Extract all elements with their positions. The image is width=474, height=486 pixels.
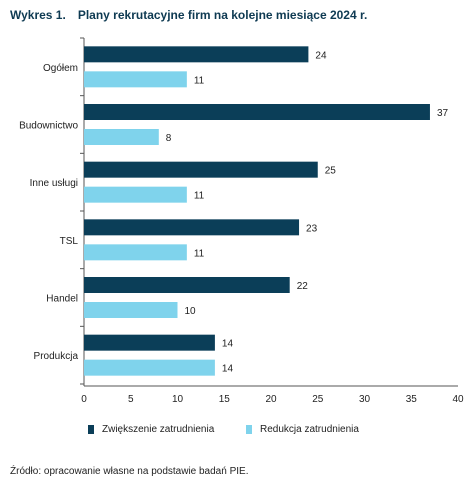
- chart-title: Plany rekrutacyjne firm na kolejne miesi…: [77, 8, 368, 22]
- x-tick-label: 30: [359, 394, 371, 405]
- source-note: Źródło: opracowanie własne na podstawie …: [10, 466, 249, 477]
- legend-label-reduction: Redukcja zatrudnienia: [260, 424, 359, 435]
- x-tick-label: 0: [81, 394, 87, 405]
- legend-swatch-increase: [88, 425, 94, 434]
- bar-increase: [84, 104, 430, 120]
- x-tick-label: 10: [172, 394, 184, 405]
- bar-increase: [84, 46, 309, 63]
- data-label: 22: [297, 281, 309, 292]
- chart-title-block: Wykres 1. Plany rekrutacyjne firm na kole…: [10, 8, 367, 22]
- category-label: Ogółem: [43, 63, 78, 74]
- legend-swatch-reduction: [246, 425, 252, 434]
- category-label: TSL: [60, 236, 79, 247]
- bar-increase: [84, 334, 215, 351]
- bar-increase: [84, 161, 318, 178]
- data-label: 11: [194, 75, 205, 86]
- data-label: 8: [166, 133, 172, 144]
- bar-reduction: [84, 302, 178, 318]
- x-tick-label: 40: [452, 394, 464, 405]
- bar-chart: Ogółem 24 11 Budownictwo 37 8 Inne usługi 25 11 T…: [19, 37, 464, 405]
- data-label: 25: [325, 166, 337, 177]
- legend-item-increase: Zwiększenie zatrudnienia: [88, 424, 214, 435]
- bar-increase: [84, 277, 290, 293]
- legend-item-reduction: Redukcja zatrudnienia: [246, 424, 359, 435]
- x-tick-label: 5: [128, 394, 134, 405]
- category-label: Handel: [46, 294, 78, 305]
- x-tick-label: 35: [406, 394, 418, 405]
- bar-increase: [84, 219, 300, 236]
- bar-reduction: [84, 186, 187, 203]
- category-label: Produkcja: [34, 351, 79, 362]
- x-tick-label: 25: [312, 394, 324, 405]
- data-label: 24: [315, 50, 327, 61]
- x-tick-label: 20: [265, 394, 277, 405]
- chart-number: Wykres 1.: [10, 8, 66, 22]
- bar-reduction: [84, 129, 159, 145]
- legend-label-increase: Zwiększenie zatrudnienia: [102, 424, 215, 435]
- data-label: 37: [437, 108, 449, 119]
- bar-reduction: [84, 244, 187, 261]
- category-label: Inne usługi: [30, 178, 78, 189]
- category-label: Budownictwo: [19, 121, 78, 132]
- bar-reduction: [84, 71, 187, 88]
- bar-reduction: [84, 359, 215, 376]
- data-label: 14: [222, 339, 234, 350]
- data-label: 11: [194, 248, 205, 259]
- x-tick-label: 15: [219, 394, 231, 405]
- data-label: 10: [185, 306, 197, 317]
- data-label: 23: [306, 223, 318, 234]
- data-label: 11: [194, 191, 205, 202]
- data-label: 14: [222, 364, 234, 375]
